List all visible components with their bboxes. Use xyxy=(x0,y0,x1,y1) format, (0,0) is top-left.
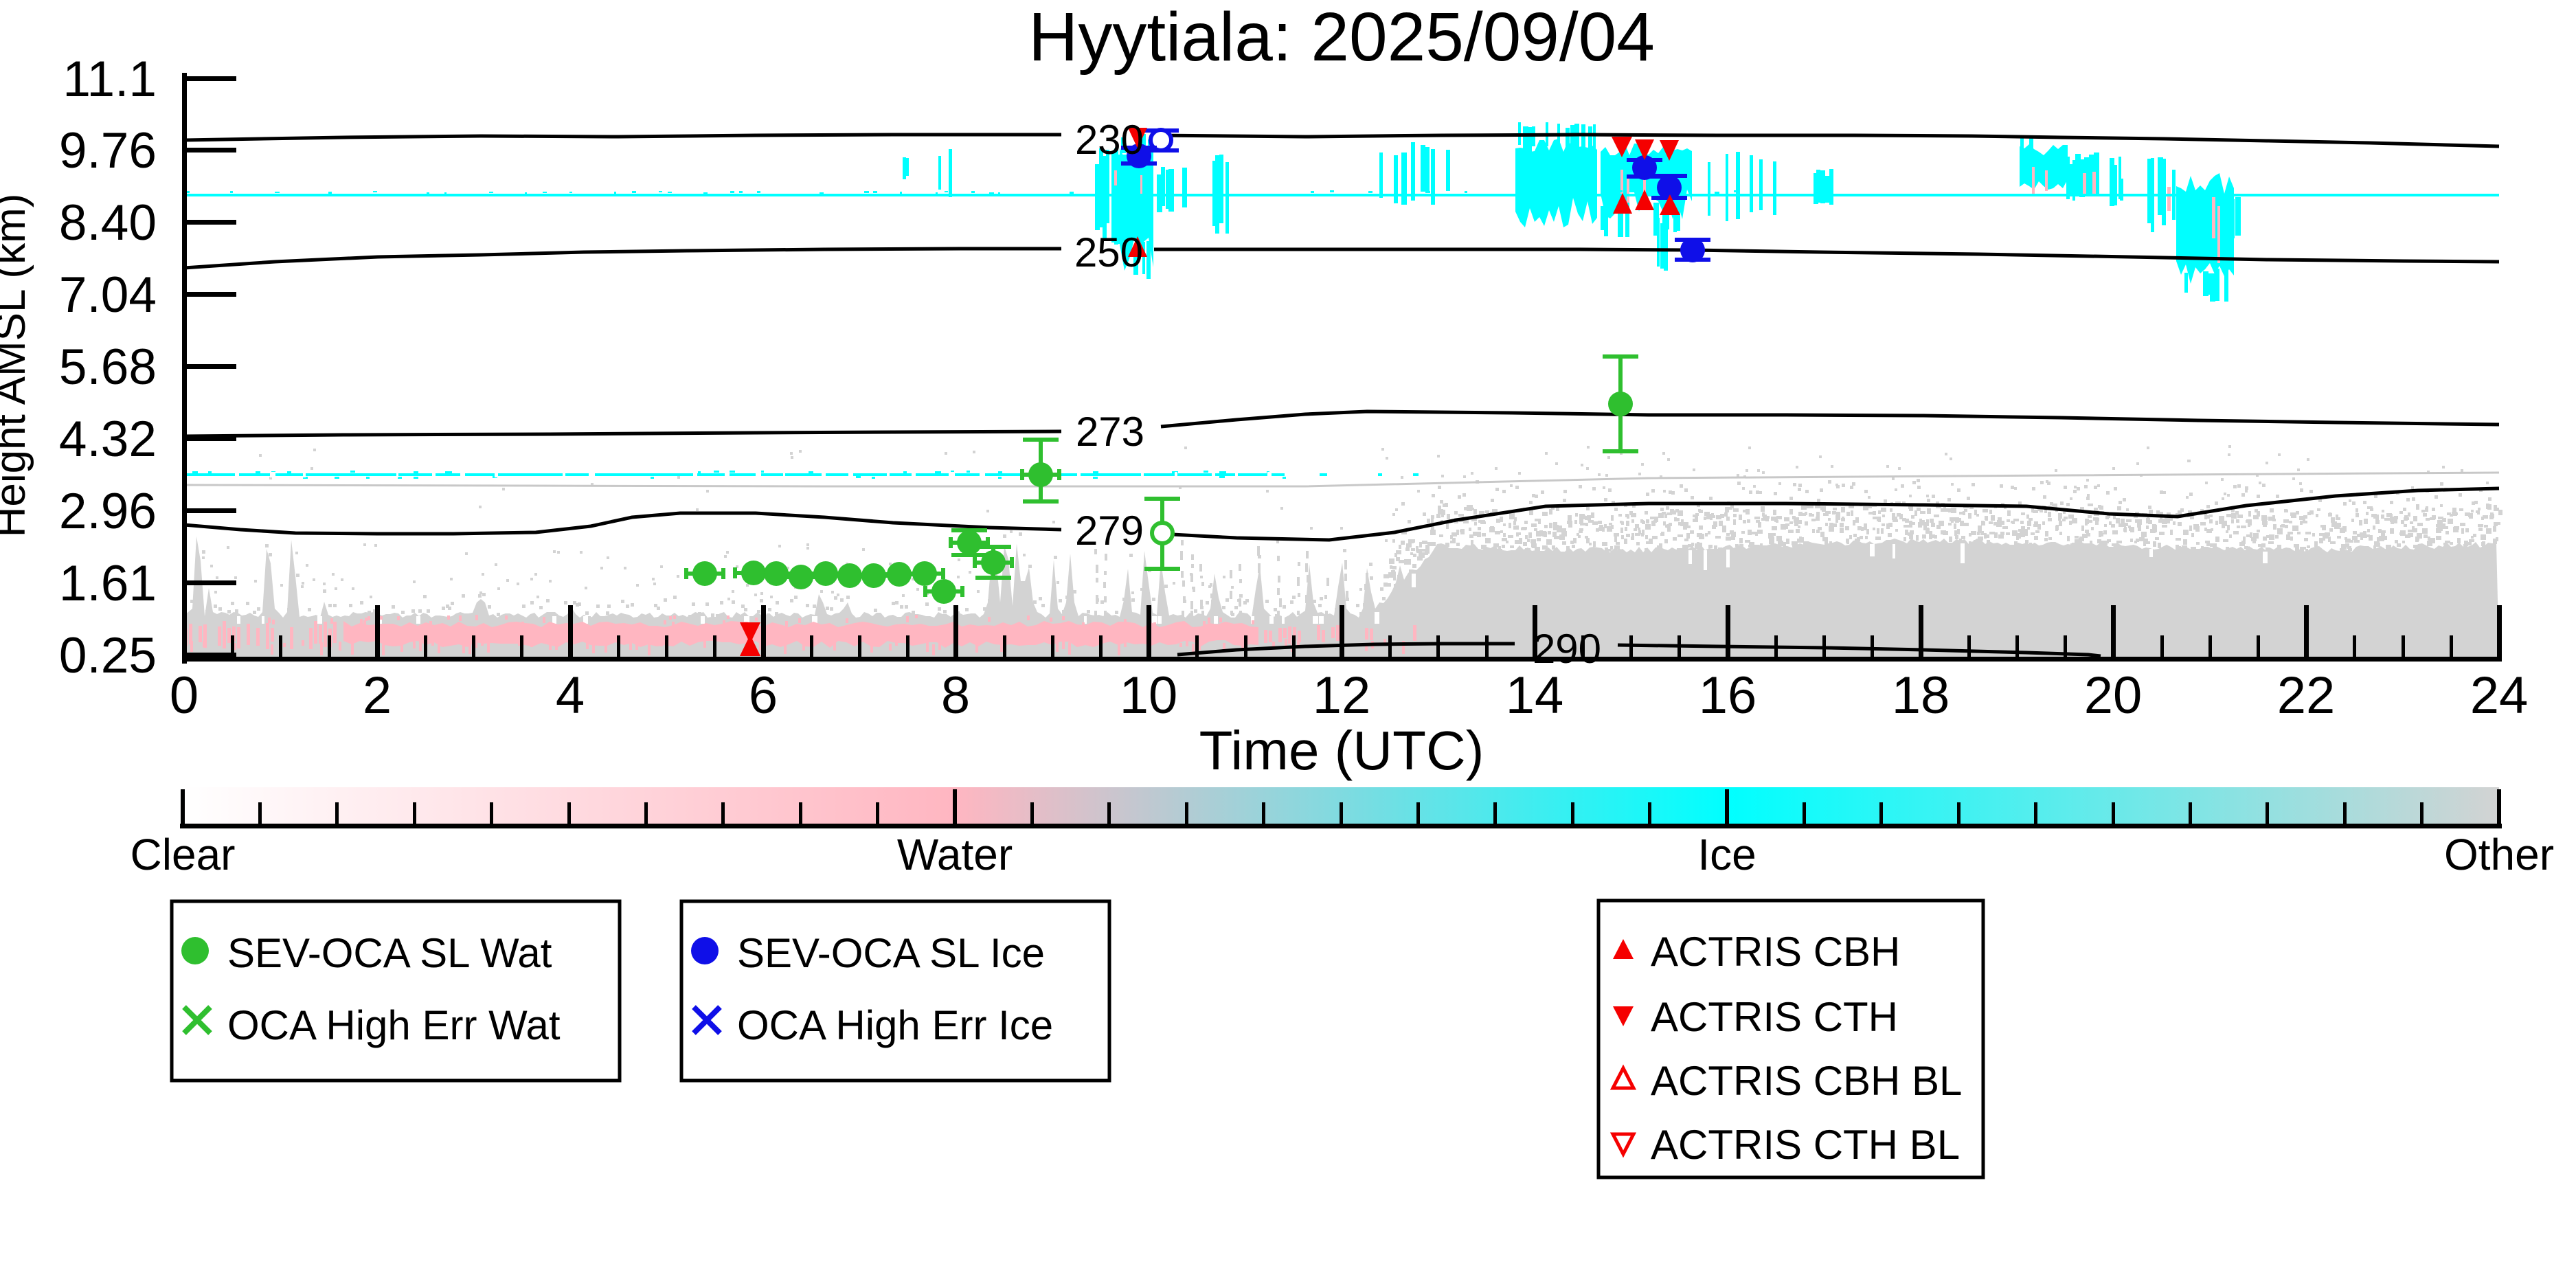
svg-text:ACTRIS CBH BL: ACTRIS CBH BL xyxy=(1651,1058,1962,1104)
svg-text:ACTRIS CBH: ACTRIS CBH xyxy=(1651,929,1900,975)
svg-text:Ice: Ice xyxy=(1697,830,1756,879)
svg-text:1.61: 1.61 xyxy=(59,556,157,611)
svg-text:20: 20 xyxy=(2084,666,2143,725)
svg-text:SEV-OCA SL Wat: SEV-OCA SL Wat xyxy=(227,930,552,976)
svg-text:2.96: 2.96 xyxy=(59,484,157,539)
svg-text:SEV-OCA SL Ice: SEV-OCA SL Ice xyxy=(737,930,1045,976)
svg-text:279: 279 xyxy=(1075,508,1144,554)
svg-text:24: 24 xyxy=(2470,666,2529,725)
svg-text:8.40: 8.40 xyxy=(59,195,157,251)
svg-text:18: 18 xyxy=(1892,666,1950,725)
svg-text:0: 0 xyxy=(170,666,199,725)
svg-text:9.76: 9.76 xyxy=(59,123,157,179)
svg-text:11.1: 11.1 xyxy=(63,52,157,107)
svg-text:OCA High Err Ice: OCA High Err Ice xyxy=(737,1002,1053,1048)
svg-text:12: 12 xyxy=(1313,666,1371,725)
svg-text:6: 6 xyxy=(749,666,778,725)
svg-text:Time (UTC): Time (UTC) xyxy=(1199,720,1484,781)
svg-text:OCA High Err Wat: OCA High Err Wat xyxy=(227,1002,561,1048)
svg-text:ACTRIS CTH: ACTRIS CTH xyxy=(1651,994,1898,1040)
svg-text:7.04: 7.04 xyxy=(59,267,157,323)
svg-text:8: 8 xyxy=(941,666,970,725)
svg-text:Clear: Clear xyxy=(131,830,236,879)
svg-text:10: 10 xyxy=(1120,666,1178,725)
svg-text:230: 230 xyxy=(1075,117,1144,163)
svg-text:5.68: 5.68 xyxy=(59,339,157,395)
svg-text:Hyytiala: 2025/09/04: Hyytiala: 2025/09/04 xyxy=(1028,0,1655,76)
svg-text:22: 22 xyxy=(2277,666,2336,725)
svg-text:250: 250 xyxy=(1074,229,1143,275)
svg-text:ACTRIS CTH BL: ACTRIS CTH BL xyxy=(1651,1122,1960,1168)
svg-text:290: 290 xyxy=(1533,626,1601,672)
svg-text:0.25: 0.25 xyxy=(59,628,157,683)
svg-text:4.32: 4.32 xyxy=(59,411,157,467)
svg-text:2: 2 xyxy=(363,666,392,725)
svg-text:16: 16 xyxy=(1699,666,1757,725)
svg-text:Other: Other xyxy=(2444,830,2554,879)
svg-text:4: 4 xyxy=(556,666,585,725)
svg-text:273: 273 xyxy=(1076,409,1144,455)
svg-text:Water: Water xyxy=(897,830,1013,879)
svg-text:14: 14 xyxy=(1506,666,1564,725)
svg-text:Height AMSL (km): Height AMSL (km) xyxy=(0,194,34,538)
